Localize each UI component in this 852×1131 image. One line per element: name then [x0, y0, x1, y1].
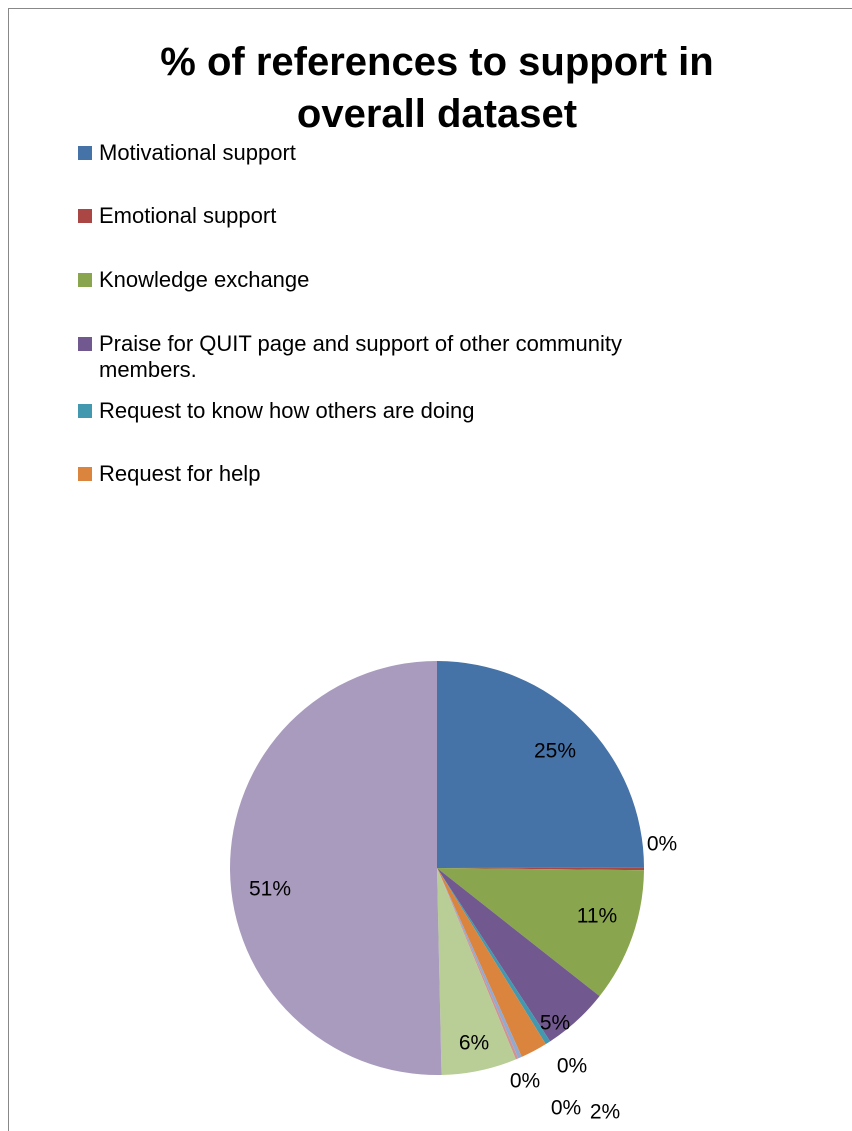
legend-swatch [78, 273, 92, 287]
legend-label: Praise for QUIT page and support of othe… [99, 331, 622, 382]
legend-item: Knowledge exchange [78, 267, 309, 293]
data-label: 2% [590, 1101, 620, 1124]
legend-item: Motivational support [78, 140, 296, 166]
legend-label: Motivational support [99, 140, 296, 165]
legend-swatch [78, 209, 92, 223]
pie-slice [437, 868, 551, 1045]
data-label: 25% [534, 740, 576, 763]
legend-swatch [78, 404, 92, 418]
legend-label: Knowledge exchange [99, 267, 310, 292]
pie-slice [437, 661, 644, 868]
legend-item: Request to know how others are doing [78, 398, 474, 424]
pie-slice [437, 868, 546, 1057]
legend-item: Request for help [78, 461, 260, 487]
legend-swatch [78, 337, 92, 351]
legend-item: Praise for QUIT page and support of othe… [78, 331, 698, 383]
legend-item: Emotional support [78, 203, 276, 229]
legend-label: Emotional support [99, 203, 277, 228]
pie-slice [437, 868, 522, 1059]
frame [8, 8, 852, 1131]
chart-title: % of references to support in overall da… [160, 40, 714, 136]
legend-swatch [78, 467, 92, 481]
data-label: 0% [557, 1055, 587, 1078]
legend-swatch [78, 146, 92, 160]
data-label: 11% [577, 905, 617, 928]
pie-slice [437, 868, 644, 997]
pie-slice [437, 868, 519, 1060]
legend-label: Request for help [99, 461, 261, 486]
data-label: 6% [459, 1032, 489, 1055]
legend-label: Request to know how others are doing [99, 398, 475, 423]
data-label: 51% [249, 878, 291, 901]
pie-slice [437, 868, 600, 1042]
data-label: 0% [647, 833, 677, 856]
pie-slice [437, 867, 644, 871]
data-label: 0% [551, 1097, 581, 1120]
data-label: 5% [540, 1012, 570, 1035]
data-label: 0% [510, 1070, 540, 1093]
pie-slice [230, 661, 442, 1075]
pie-slice [437, 868, 516, 1075]
